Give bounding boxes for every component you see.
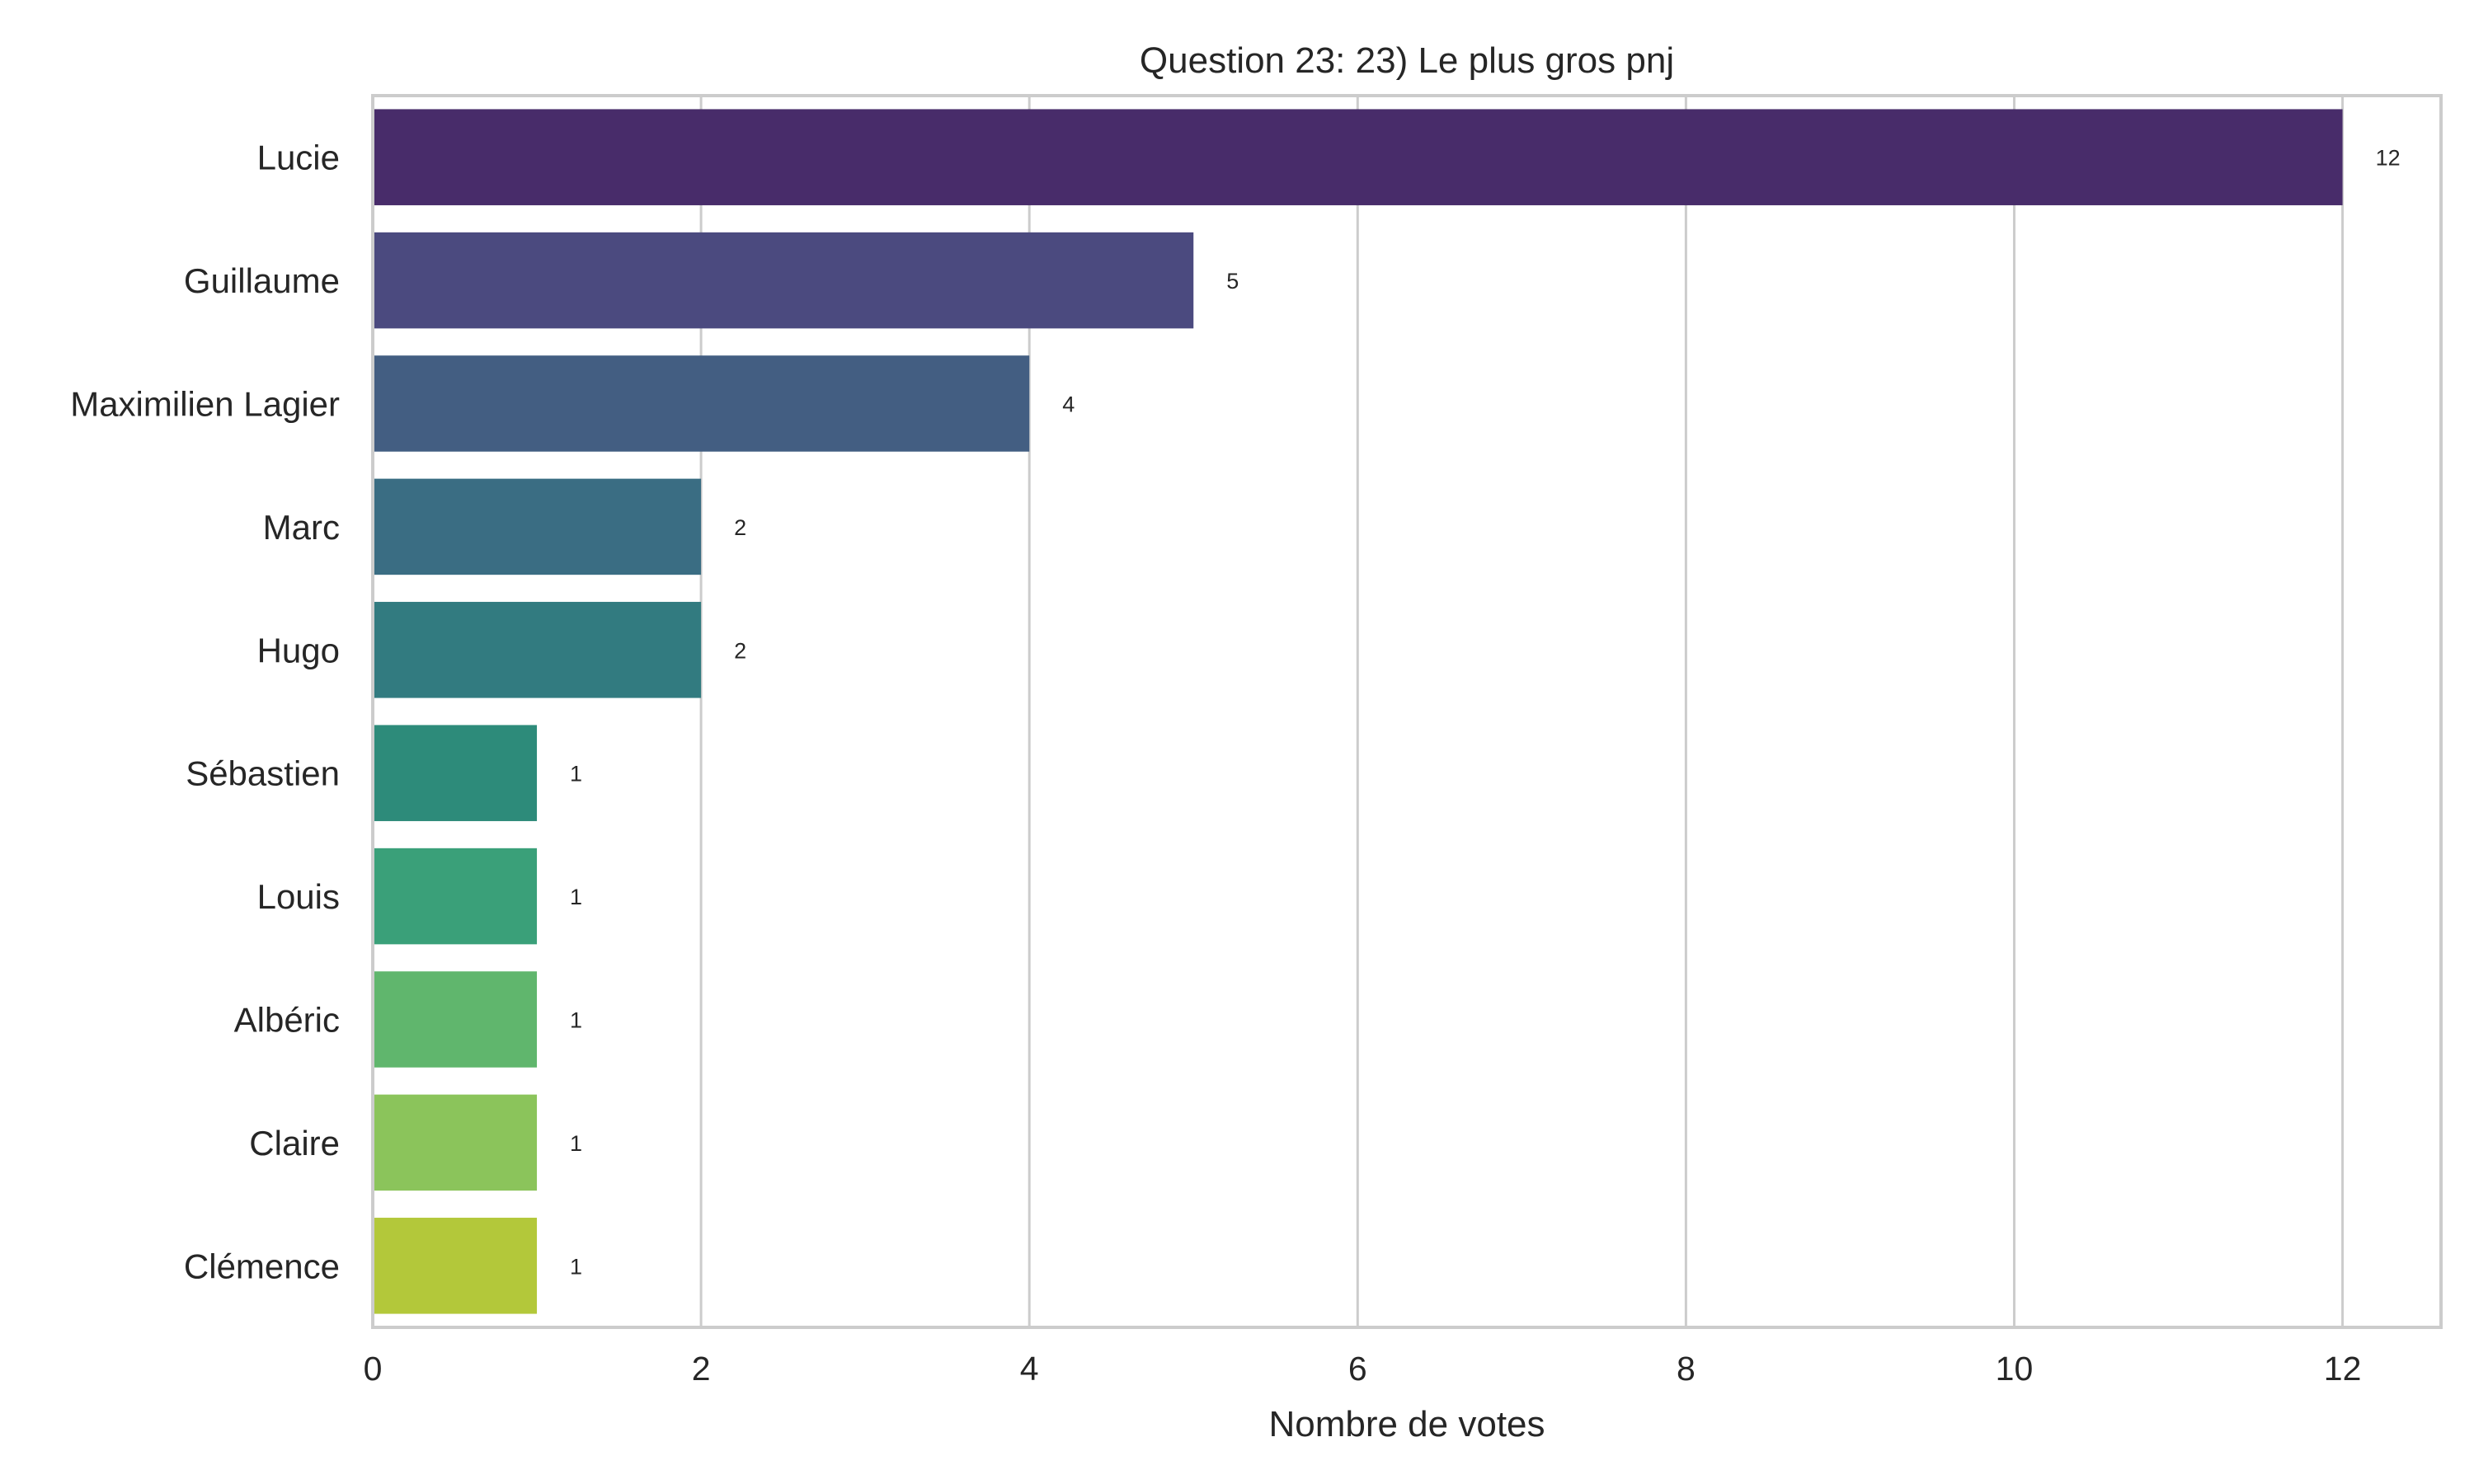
category-label: Claire [249, 1124, 340, 1162]
bar [373, 1218, 538, 1314]
x-tick-label: 10 [1996, 1350, 2034, 1388]
category-label: Albéric [234, 1001, 340, 1040]
category-label: Guillaume [184, 261, 340, 300]
bar [373, 602, 702, 698]
data-labels: 12 5 4 2 2 1 1 1 1 1 [570, 146, 2401, 1280]
bar [373, 232, 1194, 329]
data-label: 1 [570, 1008, 582, 1033]
bar [373, 1094, 538, 1191]
category-label: Lucie [257, 139, 340, 177]
y-category-labels: Lucie Guillaume Maximilien Lagier Marc Hugo S… [70, 139, 340, 1286]
bar [373, 478, 702, 575]
category-label: Hugo [257, 631, 340, 669]
bar [373, 355, 1030, 452]
data-label: 1 [570, 1131, 582, 1156]
data-label: 12 [2376, 146, 2401, 171]
data-label: 1 [570, 885, 582, 909]
x-tick-label: 4 [1020, 1350, 1039, 1388]
x-tick-label: 6 [1348, 1350, 1367, 1388]
category-label: Clémence [184, 1247, 340, 1285]
bar [373, 971, 538, 1068]
x-tick-label: 8 [1677, 1350, 1696, 1388]
category-label: Maximilien Lagier [70, 385, 340, 424]
x-tick-labels: 0 2 4 6 8 10 12 [364, 1350, 2362, 1388]
plot-frame [371, 94, 2443, 1329]
data-label: 2 [734, 515, 746, 540]
data-label: 4 [1062, 392, 1075, 417]
category-label: Louis [257, 877, 340, 916]
data-label: 2 [734, 638, 746, 663]
data-label: 1 [570, 762, 582, 787]
bars [373, 109, 2343, 1314]
bar [373, 725, 538, 821]
x-tick-label: 2 [692, 1350, 711, 1388]
chart-title: Question 23: 23) Le plus gros pnj [1140, 40, 1674, 81]
bar [373, 109, 2343, 205]
data-label: 1 [570, 1254, 582, 1279]
x-tick-label: 0 [364, 1350, 383, 1388]
data-label: 5 [1226, 269, 1239, 294]
category-label: Marc [263, 508, 340, 547]
x-axis-label: Nombre de votes [1268, 1404, 1545, 1444]
category-label: Sébastien [186, 754, 340, 793]
bar [373, 848, 538, 945]
x-tick-label: 12 [2324, 1350, 2362, 1388]
